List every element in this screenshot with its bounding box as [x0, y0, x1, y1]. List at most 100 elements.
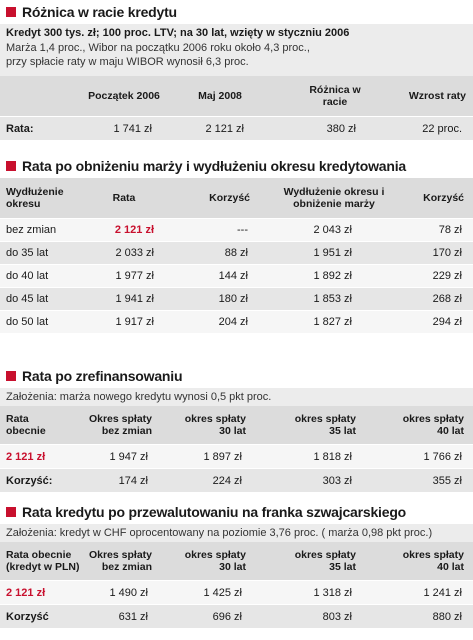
intro-line: Założenia: marża nowego kredytu wynosi 0… [6, 391, 272, 403]
cell: 1 490 zł [109, 586, 148, 599]
cell: 224 zł [212, 474, 242, 487]
cell: 1 741 zł [113, 122, 152, 135]
table-row: do 40 lat 1 977 zł 144 zł 1 892 zł 229 z… [0, 264, 473, 287]
col-header: Wzrost raty [408, 90, 466, 102]
intro-bold-line: Kredyt 300 tys. zł; 100 proc. LTV; na 30… [6, 27, 350, 39]
cell: 1 947 zł [109, 450, 148, 463]
red-square-icon [6, 507, 16, 517]
row-label: do 35 lat [6, 247, 49, 259]
cell: 696 zł [212, 610, 242, 623]
section-title-text: Rata kredytu po przewalutowaniu na frank… [22, 504, 407, 520]
table-row: Korzyść 631 zł 696 zł 803 zł 880 zł [0, 604, 473, 628]
cell-rata: 2 033 zł [115, 247, 154, 259]
col-header: okres spłaty 35 lat [294, 413, 356, 437]
col-header: Rata obecnie (kredyt w PLN) [6, 549, 80, 573]
cell: 22 proc. [422, 122, 462, 135]
cell-korzysc: 170 zł [432, 247, 462, 259]
section-intro: Założenia: marża nowego kredytu wynosi 0… [0, 388, 473, 406]
cell-rata: 1 977 zł [115, 270, 154, 282]
section-title-text: Rata po zrefinansowaniu [22, 368, 183, 384]
cell: 380 zł [326, 122, 356, 135]
cell-wydluzenie: 1 892 zł [313, 270, 352, 282]
cell: 880 zł [432, 610, 462, 623]
col-header: Korzyść [209, 192, 250, 204]
intro-line-1: Marża 1,4 proc., Wibor na początku 2006 … [6, 42, 310, 54]
col-header: okres spłaty 40 lat [402, 413, 464, 437]
section-refinansowanie: Rata po zrefinansowaniu Założenia: marża… [0, 364, 473, 492]
table-row: Korzyść: 174 zł 224 zł 303 zł 355 zł [0, 468, 473, 492]
col-header: Okres spłaty bez zmian [88, 549, 152, 573]
section-title: Rata kredytu po przewalutowaniu na frank… [0, 500, 473, 524]
row-label: do 40 lat [6, 270, 49, 282]
red-square-icon [6, 371, 16, 381]
col-header: Wydłużenie okresu [6, 186, 64, 210]
cell-korzysc: 88 zł [224, 247, 248, 259]
col-header: Okres spłaty bez zmian [88, 413, 152, 437]
cell-korzysc: 144 zł [218, 270, 248, 282]
section-intro: Kredyt 300 tys. zł; 100 proc. LTV; na 30… [0, 24, 473, 76]
section-przewalutowanie: Rata kredytu po przewalutowaniu na frank… [0, 500, 473, 628]
col-header: Wydłużenie okresu i obniżenie marży [283, 186, 385, 210]
cell: 1 897 zł [203, 450, 242, 463]
row-label: do 50 lat [6, 316, 49, 328]
section-title: Różnica w racie kredytu [0, 0, 473, 24]
col-header: okres spłaty 40 lat [402, 549, 464, 573]
cell: 2 121 zł [205, 122, 244, 135]
cell: 1 818 zł [313, 450, 352, 463]
row-label: bez zmian [6, 224, 57, 236]
cell: 803 zł [322, 610, 352, 623]
col-header: Rata [112, 192, 136, 204]
cell-rata: 1 917 zł [115, 316, 154, 328]
section-title: Rata po obniżeniu marży i wydłużeniu okr… [0, 154, 473, 178]
col-header: Maj 2008 [198, 90, 242, 102]
table-row: do 35 lat 2 033 zł 88 zł 1 951 zł 170 zł [0, 241, 473, 264]
row-label: Korzyść [6, 610, 49, 623]
cell-korzysc: 268 zł [432, 293, 462, 305]
col-header: okres spłaty 30 lat [184, 549, 246, 573]
cell-korzysc: 180 zł [218, 293, 248, 305]
cell: 1 766 zł [423, 450, 462, 463]
red-square-icon [6, 7, 16, 17]
cell-wydluzenie: 1 827 zł [313, 316, 352, 328]
section-title-text: Różnica w racie kredytu [22, 4, 177, 20]
cell: 355 zł [432, 474, 462, 487]
intro-line-2: przy spłacie raty w maju WIBOR wynosił 6… [6, 56, 249, 68]
table-row: bez zmian 2 121 zł --- 2 043 zł 78 zł [0, 218, 473, 241]
cell-rata: 1 941 zł [115, 293, 154, 305]
cell-korzysc: 204 zł [218, 316, 248, 328]
cell-wydluzenie: 2 043 zł [313, 224, 352, 236]
row-label: 2 121 zł [6, 450, 46, 463]
table-row: Rata: 1 741 zł 2 121 zł 380 zł 22 proc. [0, 116, 473, 140]
red-square-icon [6, 161, 16, 171]
row-label: Korzyść: [6, 474, 53, 487]
cell-rata: 2 121 zł [114, 224, 154, 236]
section-title: Rata po zrefinansowaniu [0, 364, 473, 388]
table-header: Rata obecnie Okres spłaty bez zmian okre… [0, 406, 473, 444]
cell-korzysc: 294 zł [432, 316, 462, 328]
table-row: do 45 lat 1 941 zł 180 zł 1 853 zł 268 z… [0, 287, 473, 310]
row-label: 2 121 zł [6, 586, 46, 599]
table-header: Rata obecnie (kredyt w PLN) Okres spłaty… [0, 542, 473, 580]
table-header: Wydłużenie okresu Rata Korzyść Wydłużeni… [0, 178, 473, 218]
col-header: Rata obecnie [6, 413, 46, 437]
cell-korzysc: 78 zł [438, 224, 462, 236]
intro-line: Założenia: kredyt w CHF oprocentowany na… [6, 527, 433, 539]
cell-wydluzenie: 1 951 zł [313, 247, 352, 259]
col-header: Korzyść [423, 192, 464, 204]
cell: 1 318 zł [313, 586, 352, 599]
cell: 174 zł [118, 474, 148, 487]
row-label: do 45 lat [6, 293, 49, 305]
section-roznica-w-racie: Różnica w racie kredytu Kredyt 300 tys. … [0, 0, 473, 140]
cell: 303 zł [322, 474, 352, 487]
col-header: okres spłaty 35 lat [294, 549, 356, 573]
section-title-text: Rata po obniżeniu marży i wydłużeniu okr… [22, 158, 406, 174]
table-row: 2 121 zł 1 947 zł 1 897 zł 1 818 zł 1 76… [0, 444, 473, 468]
cell-wydluzenie: 1 853 zł [313, 293, 352, 305]
row-label: Rata: [6, 122, 34, 135]
cell: 1 425 zł [203, 586, 242, 599]
col-header: Różnica w racie [309, 84, 361, 108]
table-header: Początek 2006 Maj 2008 Różnica w racie W… [0, 76, 473, 116]
section-intro: Założenia: kredyt w CHF oprocentowany na… [0, 524, 473, 542]
cell: 1 241 zł [423, 586, 462, 599]
